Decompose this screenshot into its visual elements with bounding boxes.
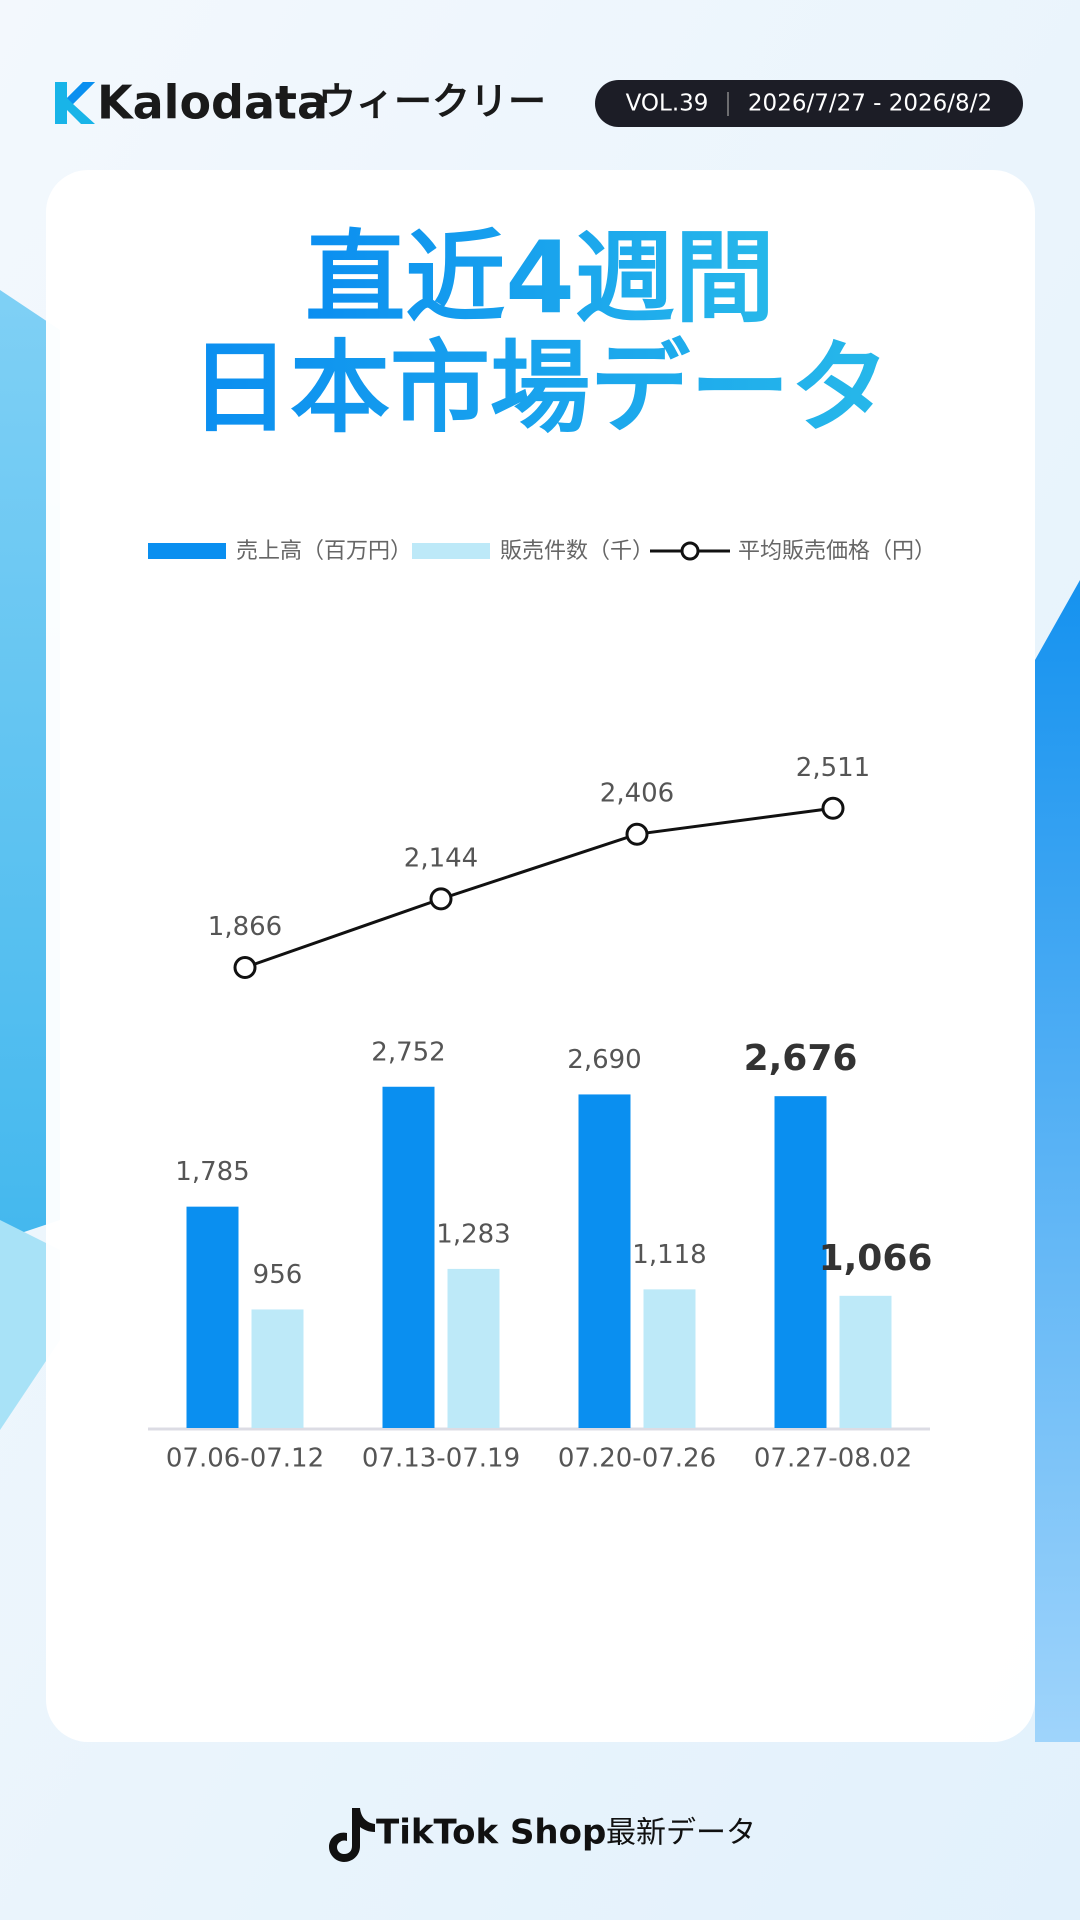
x-tick-label: 07.06-07.12 [166, 1444, 324, 1474]
bar [774, 1096, 827, 1428]
volume: VOL.39 [626, 91, 709, 117]
side-shape [1035, 580, 1080, 1742]
data-label: 1,866 [208, 912, 282, 942]
chart-title: 直近4週間 [305, 219, 775, 336]
brand-logo-part [67, 82, 95, 104]
x-tick-label: 07.13-07.19 [362, 1444, 520, 1474]
data-label: 956 [253, 1260, 303, 1290]
bar [186, 1206, 239, 1428]
data-label: 2,690 [567, 1045, 641, 1075]
line-point [625, 822, 649, 846]
bar [643, 1289, 696, 1428]
brand: Kalodata [97, 76, 328, 130]
data-label: 2,144 [404, 843, 478, 873]
chart-title: 日本市場データ [190, 329, 890, 446]
side-shape [0, 290, 60, 1240]
bar [839, 1295, 892, 1428]
bar [578, 1094, 631, 1428]
x-tick-label: 07.20-07.26 [558, 1444, 716, 1474]
data-label: 2,511 [796, 753, 870, 783]
legend-swatch [680, 541, 700, 561]
legend-swatch [148, 543, 226, 559]
legend-swatch [412, 543, 490, 559]
line-point [233, 955, 257, 979]
data-label: 1,283 [436, 1219, 510, 1249]
bar [447, 1268, 500, 1428]
period: 2026/7/27 - 2026/8/2 [748, 91, 992, 117]
brand-logo [55, 82, 95, 124]
legend-label: 販売件数（千） [500, 539, 654, 564]
side-shape [0, 1220, 60, 1430]
bar [382, 1086, 435, 1428]
tiktok-logo [329, 1808, 375, 1862]
data-label: 2,406 [600, 779, 674, 809]
legend-label: 売上高（百万円） [236, 539, 412, 564]
data-label: 1,785 [175, 1157, 249, 1187]
data-label: 2,752 [371, 1037, 445, 1067]
x-tick-label: 07.27-08.02 [754, 1444, 912, 1474]
footer-text: 最新データ [606, 1816, 756, 1851]
data-label: 2,676 [744, 1038, 858, 1079]
line [244, 806, 834, 969]
bar [251, 1309, 304, 1428]
data-label: 1,066 [819, 1238, 933, 1279]
footer-brand: TikTok Shop [376, 1813, 606, 1853]
data-label: 1,118 [632, 1240, 706, 1270]
period-pill [595, 80, 1023, 127]
header-subtitle: ウィークリー [318, 80, 546, 124]
line-point [429, 887, 453, 911]
legend-label: 平均販売価格（円） [738, 539, 936, 564]
line-point [821, 796, 845, 820]
